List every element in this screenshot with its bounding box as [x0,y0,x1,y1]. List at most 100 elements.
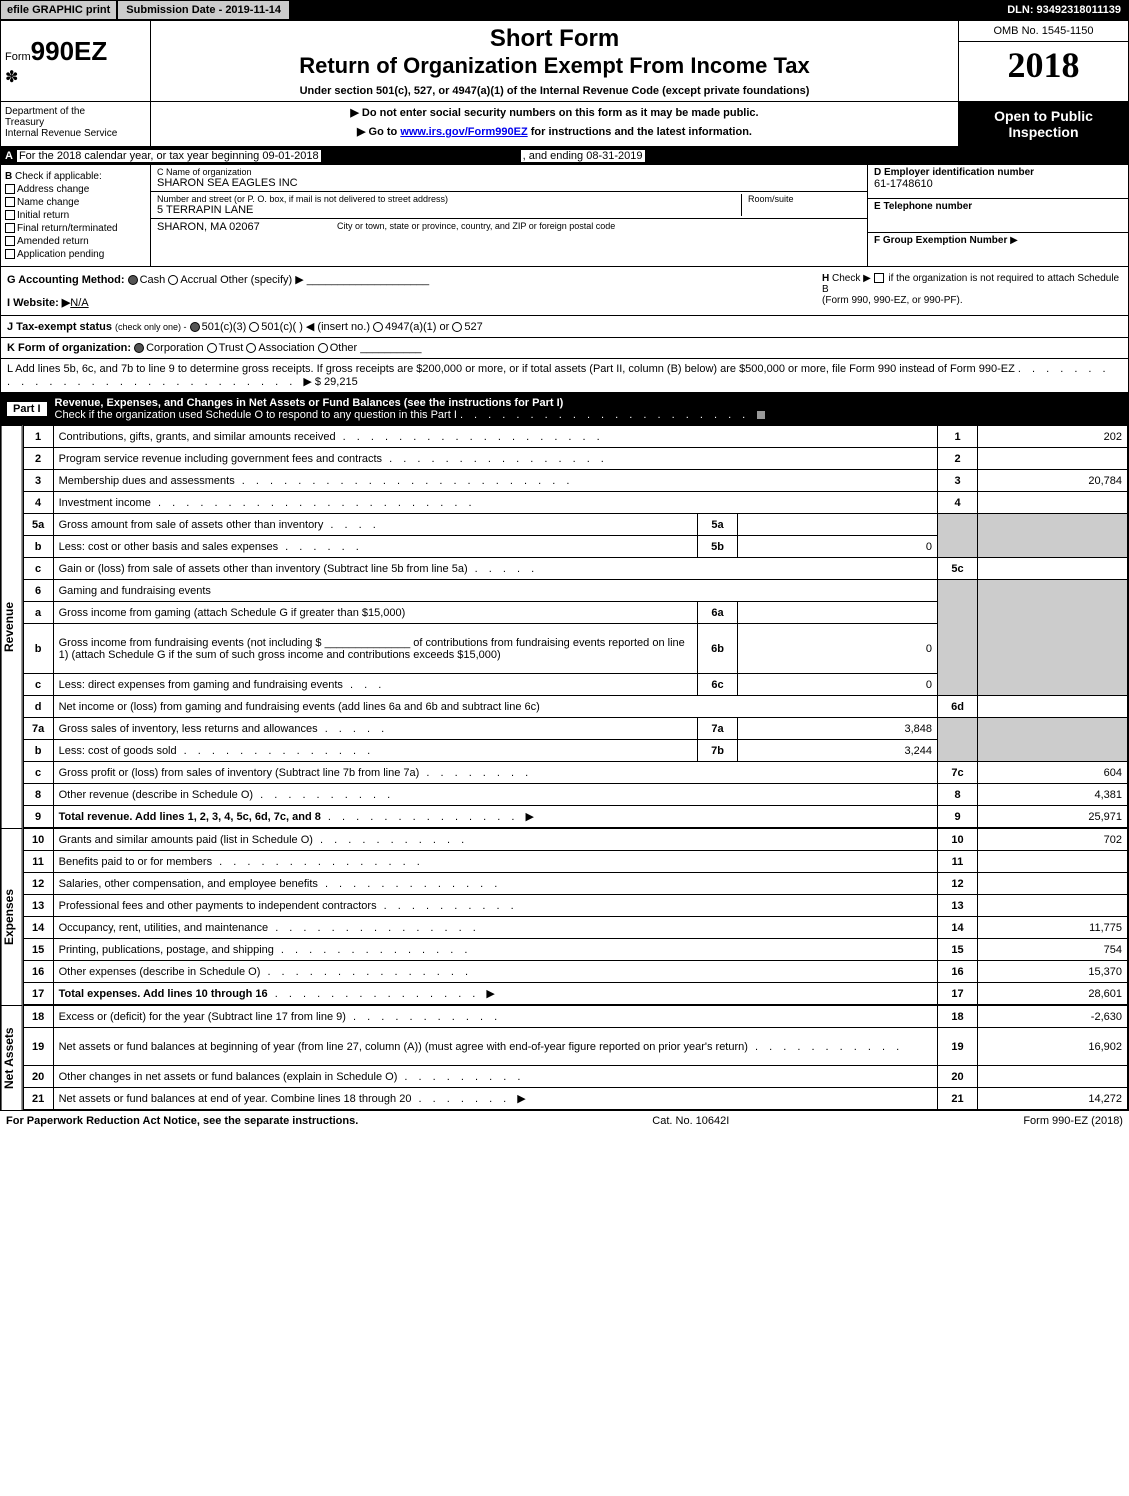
4947-radio[interactable] [373,322,383,332]
footer: For Paperwork Reduction Act Notice, see … [0,1111,1129,1131]
table-row: 6Gaming and fundraising events [23,580,1127,602]
table-row: 12Salaries, other compensation, and empl… [23,873,1127,895]
tax-year: 2018 [959,42,1128,88]
short-form: Short Form [155,25,954,53]
dept-info: Department of the Treasury Internal Reve… [1,102,151,146]
table-row: 11Benefits paid to or for members . . . … [23,851,1127,873]
table-row: 1Contributions, gifts, grants, and simil… [23,426,1127,448]
block-c: C Name of organization SHARON SEA EAGLES… [151,165,868,266]
org-name: SHARON SEA EAGLES INC [157,177,861,189]
topbar: efile GRAPHIC print Submission Date - 20… [0,0,1129,20]
addr-change-cbx[interactable] [5,184,15,194]
revenue-side-label: Revenue [1,425,23,828]
city-label: City or town, state or province, country… [337,221,861,233]
schedule-o-cbx[interactable] [756,410,766,420]
table-row: 9Total revenue. Add lines 1, 2, 3, 4, 5c… [23,806,1127,828]
table-row: 2Program service revenue including gover… [23,448,1127,470]
header: Form990EZ ✽ Short Form Return of Organiz… [1,21,1128,102]
row-j: J Tax-exempt status (check only one) - 5… [1,316,1128,338]
no-ssn-note: ▶ Do not enter social security numbers o… [155,106,954,119]
table-row: 8Other revenue (describe in Schedule O) … [23,784,1127,806]
accounting-label: G Accounting Method: [7,274,125,286]
form-number-box: Form990EZ ✽ [1,21,151,101]
table-row: 20Other changes in net assets or fund ba… [23,1066,1127,1088]
street-label: Number and street (or P. O. box, if mail… [157,194,741,204]
revenue-table: 1Contributions, gifts, grants, and simil… [23,425,1128,828]
form-prefix: Form [5,51,31,63]
ein-label: D Employer identification number [874,167,1122,178]
group-exemption-label: F Group Exemption Number [874,235,1007,246]
527-radio[interactable] [452,322,462,332]
accrual-radio[interactable] [168,275,178,285]
part1-check-text: Check if the organization used Schedule … [55,409,457,421]
table-row: 4Investment income . . . . . . . . . . .… [23,492,1127,514]
header-title: Short Form Return of Organization Exempt… [151,21,958,101]
netassets-table: 18Excess or (deficit) for the year (Subt… [23,1005,1128,1110]
row-h: H Check ▶ if the organization is not req… [822,273,1122,309]
other-org-radio[interactable] [318,343,328,353]
netassets-section: Net Assets 18Excess or (deficit) for the… [1,1005,1128,1110]
org-name-label: C Name of organization [157,167,861,177]
omb-number: OMB No. 1545-1150 [959,21,1128,42]
form-ref: Form 990-EZ (2018) [1023,1115,1123,1127]
form-body: Form990EZ ✽ Short Form Return of Organiz… [0,20,1129,1111]
table-row: 14Occupancy, rent, utilities, and mainte… [23,917,1127,939]
501c3-radio[interactable] [190,322,200,332]
row-l: L Add lines 5b, 6c, and 7b to line 9 to … [1,359,1128,393]
efile-print-button[interactable]: efile GRAPHIC print [0,0,117,20]
city: SHARON, MA 02067 [157,221,337,233]
name-change-cbx[interactable] [5,197,15,207]
cash-radio[interactable] [128,275,138,285]
trust-radio[interactable] [207,343,217,353]
table-row: 13Professional fees and other payments t… [23,895,1127,917]
entity-block: B Check if applicable: Address change Na… [1,165,1128,267]
table-row: 7aGross sales of inventory, less returns… [23,718,1127,740]
table-row: 3Membership dues and assessments . . . .… [23,470,1127,492]
return-title: Return of Organization Exempt From Incom… [155,53,954,79]
expenses-table: 10Grants and similar amounts paid (list … [23,828,1128,1005]
initial-return-cbx[interactable] [5,210,15,220]
app-pending-cbx[interactable] [5,249,15,259]
table-row: 10Grants and similar amounts paid (list … [23,829,1127,851]
table-row: 15Printing, publications, postage, and s… [23,939,1127,961]
header-right: OMB No. 1545-1150 2018 [958,21,1128,101]
open-inspection: Open to Public Inspection [958,102,1128,146]
amended-cbx[interactable] [5,236,15,246]
final-return-cbx[interactable] [5,223,15,233]
dln: DLN: 93492318011139 [999,0,1129,20]
table-row: 16Other expenses (describe in Schedule O… [23,961,1127,983]
submission-date: Submission Date - 2019-11-14 [117,0,290,20]
phone-label: E Telephone number [874,201,1122,212]
subtitle: Under section 501(c), 527, or 4947(a)(1)… [155,85,954,97]
part1-title: Revenue, Expenses, and Changes in Net As… [55,397,564,409]
table-row: dNet income or (loss) from gaming and fu… [23,696,1127,718]
block-b: B Check if applicable: Address change Na… [1,165,151,266]
revenue-section: Revenue 1Contributions, gifts, grants, a… [1,425,1128,828]
expenses-section: Expenses 10Grants and similar amounts pa… [1,828,1128,1005]
501c-radio[interactable] [249,322,259,332]
line-a: A For the 2018 calendar year, or tax yea… [1,147,1128,165]
room-label: Room/suite [748,194,861,204]
block-def: D Employer identification number 61-1748… [868,165,1128,266]
irs-link[interactable]: www.irs.gov/Form990EZ [400,126,527,138]
netassets-side-label: Net Assets [1,1005,23,1110]
assoc-radio[interactable] [246,343,256,353]
instructions: ▶ Do not enter social security numbers o… [151,102,958,146]
paperwork-notice: For Paperwork Reduction Act Notice, see … [6,1115,358,1127]
row-k: K Form of organization: Corporation Trus… [1,338,1128,359]
table-row: 5aGross amount from sale of assets other… [23,514,1127,536]
website-label: I Website: ▶ [7,297,70,309]
form-number: 990EZ [31,36,108,66]
table-row: 18Excess or (deficit) for the year (Subt… [23,1006,1127,1028]
row-gh: G Accounting Method: Cash Accrual Other … [1,267,1128,316]
table-row: 21Net assets or fund balances at end of … [23,1088,1127,1110]
table-row: 17Total expenses. Add lines 10 through 1… [23,983,1127,1005]
schedule-b-cbx[interactable] [874,273,884,283]
part1-header: Part I Revenue, Expenses, and Changes in… [1,393,1128,425]
part1-label: Part I [7,402,47,416]
table-row: cGain or (loss) from sale of assets othe… [23,558,1127,580]
expenses-side-label: Expenses [1,828,23,1005]
corp-radio[interactable] [134,343,144,353]
table-row: cGross profit or (loss) from sales of in… [23,762,1127,784]
street: 5 TERRAPIN LANE [157,204,741,216]
